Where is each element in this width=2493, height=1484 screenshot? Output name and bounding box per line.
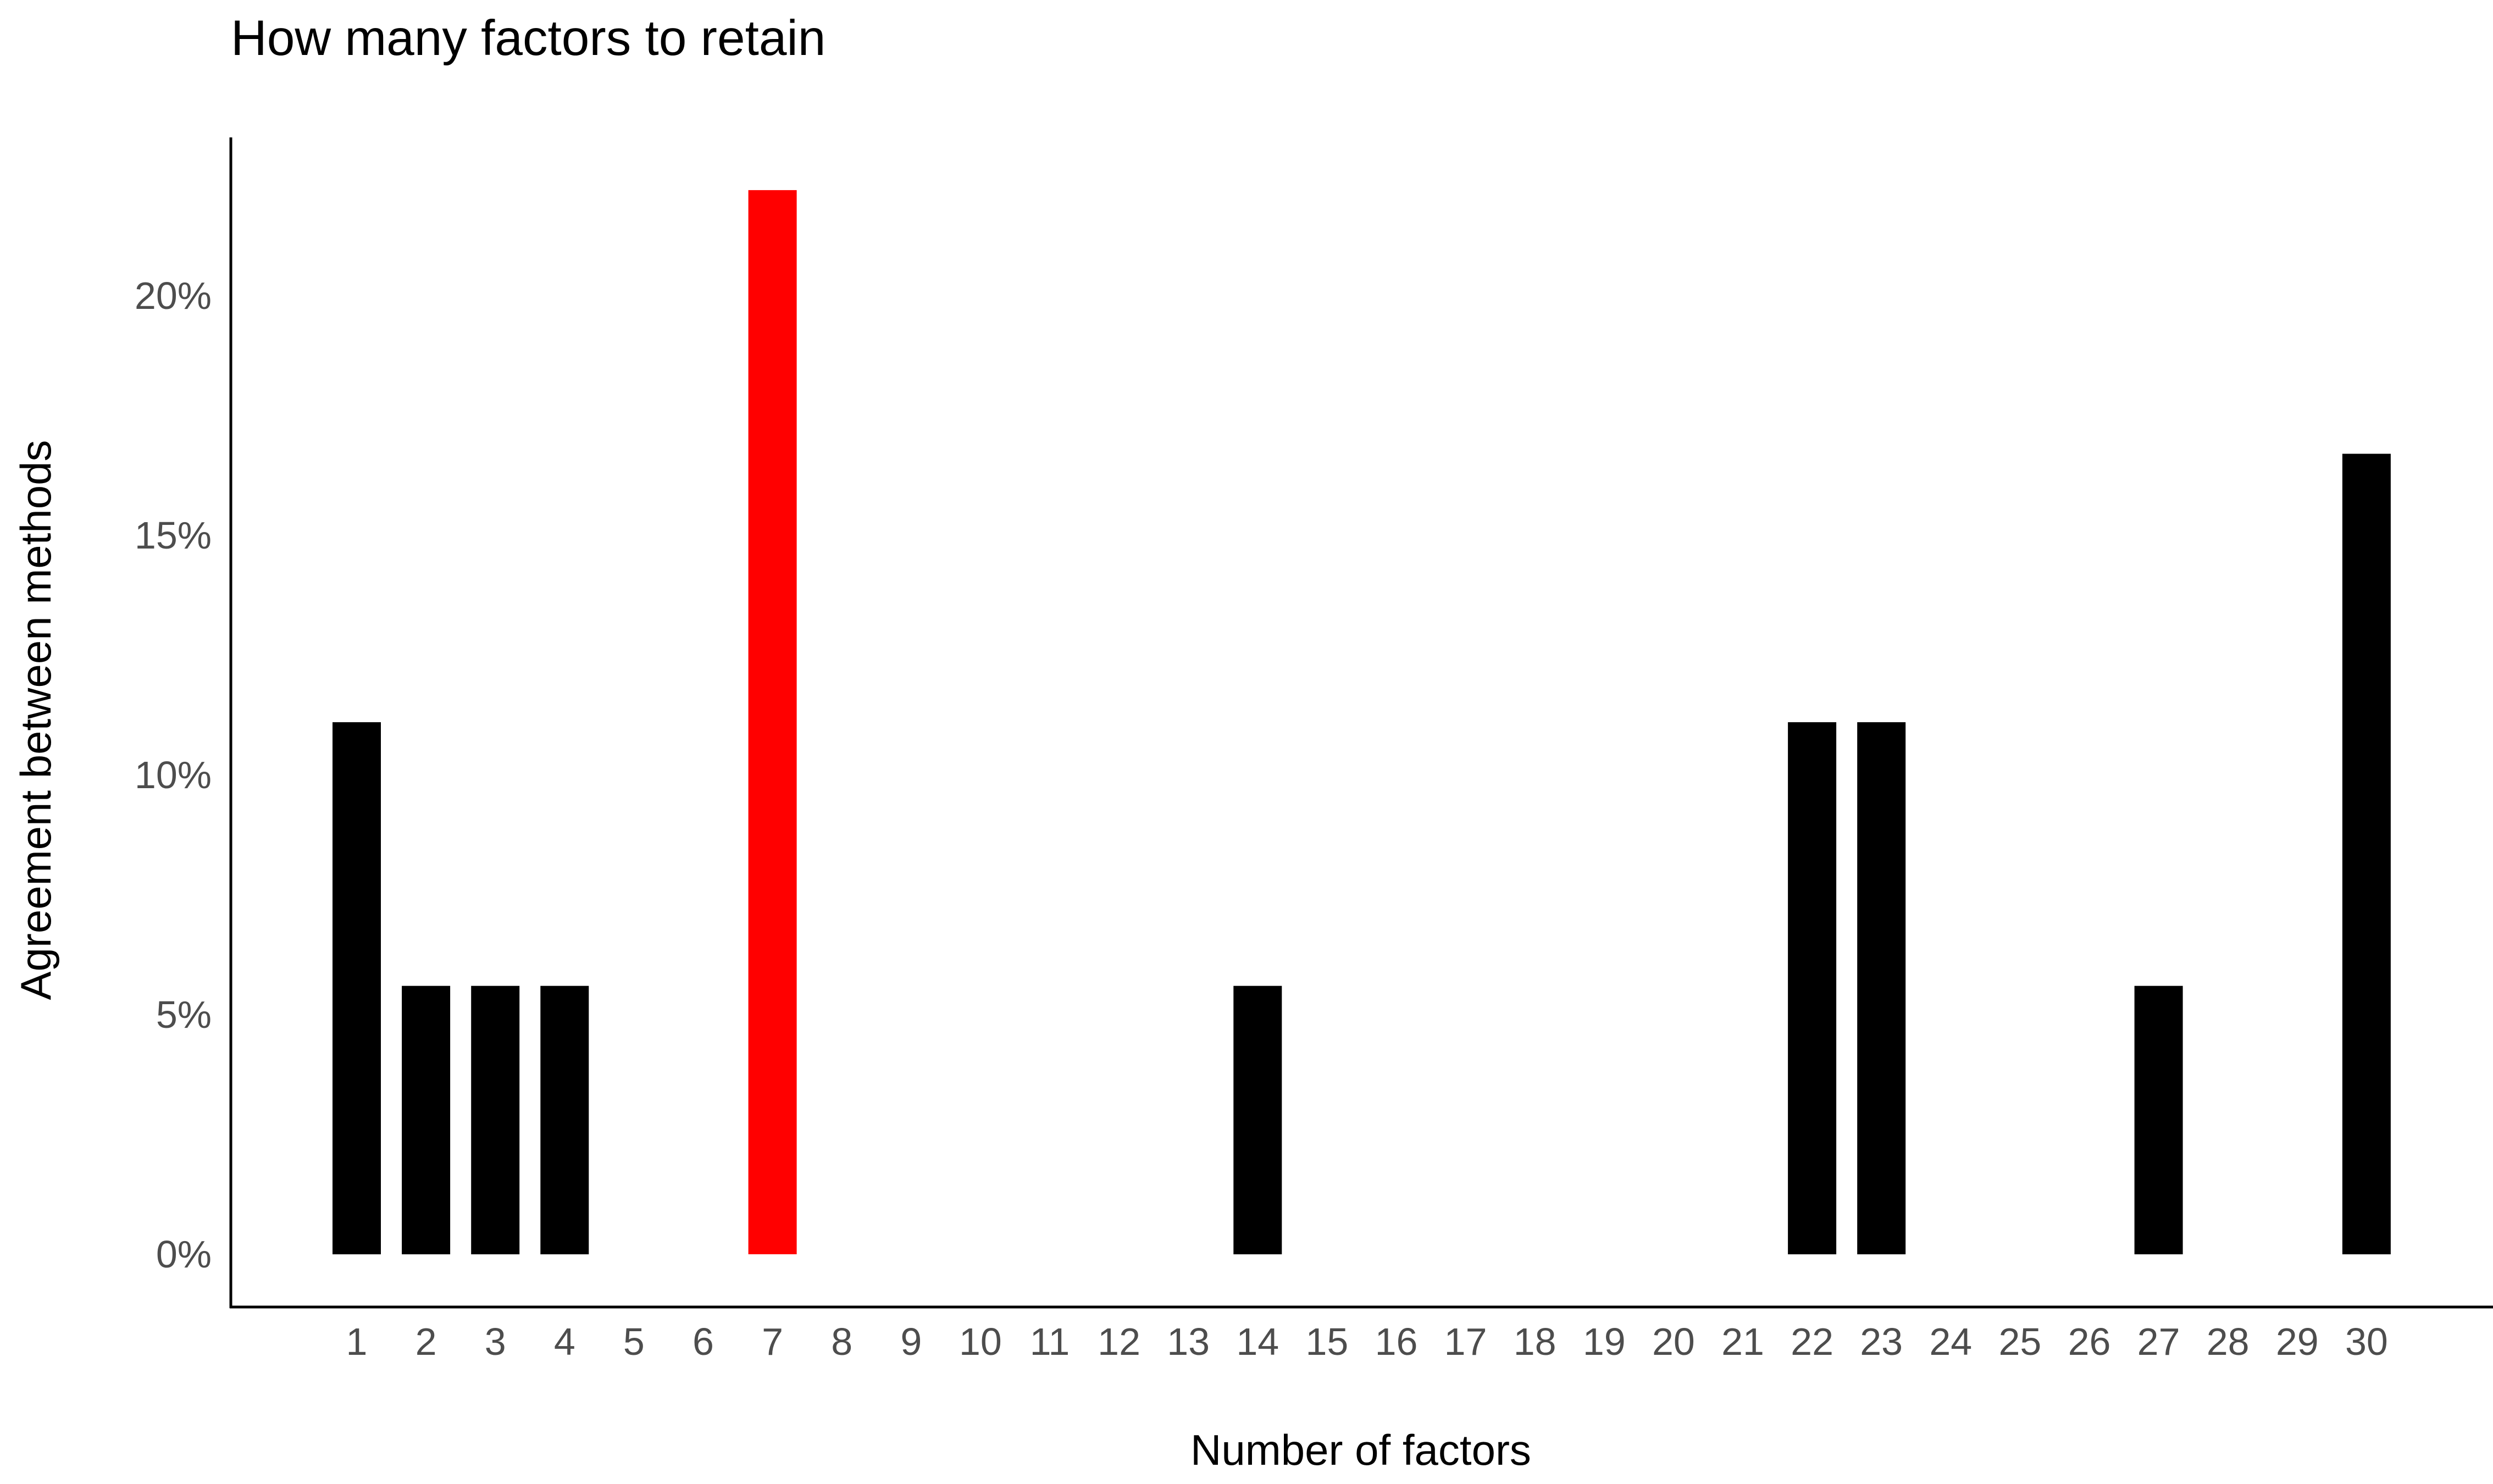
bar-30 (2342, 453, 2391, 1255)
x-tick-label: 12 (1098, 1320, 1140, 1363)
x-tick-label: 8 (831, 1320, 852, 1363)
bar-2 (402, 985, 451, 1255)
x-tick-label: 6 (693, 1320, 714, 1363)
bar-27 (2134, 985, 2183, 1255)
bar-3 (471, 985, 520, 1255)
y-tick-label: 20% (135, 274, 212, 317)
bar-1 (333, 722, 381, 1255)
y-tick-label: 0% (156, 1233, 212, 1276)
x-tick-label: 24 (1929, 1320, 1972, 1363)
x-tick-label: 21 (1721, 1320, 1764, 1363)
x-tick-label: 30 (2345, 1320, 2388, 1363)
bar-4 (540, 985, 589, 1255)
x-tick-label: 9 (900, 1320, 922, 1363)
x-tick-label: 22 (1791, 1320, 1833, 1363)
x-tick-label: 23 (1860, 1320, 1903, 1363)
x-tick-labels: 1 2 3 4 5 6 7 8 9 10 11 12 13 14 15 16 17 18 19 20 21 22 23 24 2… (346, 1320, 2388, 1363)
x-tick-label: 27 (2137, 1320, 2180, 1363)
bar-22 (1788, 722, 1837, 1255)
x-tick-label: 18 (1514, 1320, 1556, 1363)
x-tick-label: 2 (416, 1320, 437, 1363)
x-tick-label: 10 (959, 1320, 1002, 1363)
y-tick-label: 10% (135, 754, 212, 796)
y-tick-labels: 0% 5% 10% 15% 20% (135, 274, 212, 1276)
y-tick-label: 15% (135, 514, 212, 557)
x-tick-label: 1 (346, 1320, 368, 1363)
x-tick-label: 13 (1167, 1320, 1210, 1363)
y-tick-label: 5% (156, 993, 212, 1036)
x-tick-label: 3 (485, 1320, 506, 1363)
x-tick-label: 15 (1305, 1320, 1348, 1363)
x-tick-label: 4 (554, 1320, 575, 1363)
x-tick-label: 29 (2276, 1320, 2319, 1363)
bar-7 (748, 190, 797, 1254)
x-tick-label: 26 (2068, 1320, 2111, 1363)
x-tick-label: 16 (1375, 1320, 1418, 1363)
x-tick-label: 20 (1652, 1320, 1695, 1363)
x-tick-label: 5 (623, 1320, 645, 1363)
y-axis-title: Agreement between methods (12, 440, 60, 1000)
bar-14 (1233, 985, 1282, 1255)
chart-title: How many factors to retain (231, 10, 826, 66)
bar-23 (1857, 722, 1906, 1255)
x-axis-title: Number of factors (1190, 1426, 1531, 1474)
x-tick-label: 11 (1030, 1320, 1070, 1363)
x-tick-label: 14 (1236, 1320, 1279, 1363)
x-tick-label: 19 (1583, 1320, 1626, 1363)
bars-group (333, 190, 2391, 1255)
x-tick-label: 25 (1998, 1320, 2041, 1363)
x-tick-label: 28 (2207, 1320, 2250, 1363)
x-tick-label: 17 (1444, 1320, 1487, 1363)
x-tick-label: 7 (762, 1320, 783, 1363)
